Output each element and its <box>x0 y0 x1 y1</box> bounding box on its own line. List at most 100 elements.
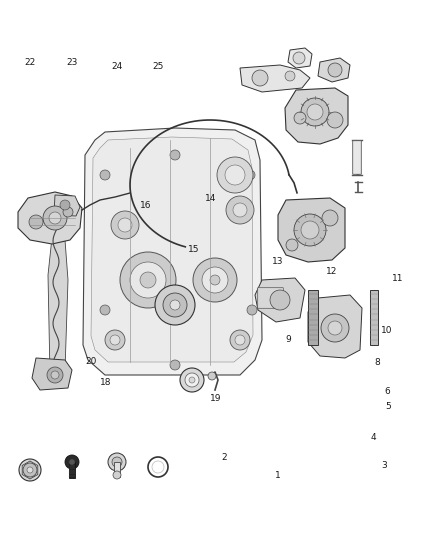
Circle shape <box>29 215 43 229</box>
Circle shape <box>225 165 245 185</box>
Circle shape <box>100 305 110 315</box>
Circle shape <box>23 463 37 477</box>
Text: 12: 12 <box>326 268 337 276</box>
Text: 1: 1 <box>275 472 280 480</box>
Bar <box>69 462 75 478</box>
Circle shape <box>43 206 67 230</box>
Text: 16: 16 <box>140 201 152 209</box>
Text: 18: 18 <box>100 378 111 387</box>
Circle shape <box>235 335 245 345</box>
Text: 8: 8 <box>374 358 380 367</box>
Circle shape <box>19 459 41 481</box>
Circle shape <box>245 170 255 180</box>
Polygon shape <box>288 48 312 68</box>
Circle shape <box>217 157 253 193</box>
Circle shape <box>51 371 59 379</box>
Circle shape <box>301 98 329 126</box>
Text: 6: 6 <box>385 387 390 396</box>
Circle shape <box>111 211 139 239</box>
Circle shape <box>113 471 121 479</box>
FancyBboxPatch shape <box>162 292 188 319</box>
Polygon shape <box>240 65 310 92</box>
Circle shape <box>293 52 305 64</box>
Circle shape <box>65 455 79 469</box>
Circle shape <box>226 196 254 224</box>
Bar <box>370 290 378 345</box>
Circle shape <box>233 203 247 217</box>
Bar <box>114 462 120 477</box>
Text: 11: 11 <box>392 274 403 282</box>
Circle shape <box>155 285 195 325</box>
Circle shape <box>321 314 349 342</box>
Text: 20: 20 <box>85 357 97 366</box>
Circle shape <box>130 262 166 298</box>
Polygon shape <box>83 128 262 375</box>
Circle shape <box>294 112 306 124</box>
Circle shape <box>322 210 338 226</box>
Text: 19: 19 <box>210 394 222 403</box>
Text: 2: 2 <box>221 453 227 462</box>
Circle shape <box>110 335 120 345</box>
Circle shape <box>163 293 187 317</box>
Text: 10: 10 <box>381 326 392 335</box>
Circle shape <box>185 373 199 387</box>
Polygon shape <box>308 295 362 358</box>
Bar <box>308 290 318 345</box>
Circle shape <box>202 267 228 293</box>
Circle shape <box>100 170 110 180</box>
Text: 3: 3 <box>381 461 387 470</box>
Polygon shape <box>318 58 350 82</box>
Circle shape <box>328 63 342 77</box>
Circle shape <box>286 239 298 251</box>
Circle shape <box>108 453 126 471</box>
Circle shape <box>140 272 156 288</box>
Text: 15: 15 <box>188 245 200 254</box>
Circle shape <box>105 330 125 350</box>
Text: 13: 13 <box>272 257 283 265</box>
Circle shape <box>148 457 168 477</box>
Circle shape <box>118 218 132 232</box>
Text: 4: 4 <box>370 433 376 441</box>
Circle shape <box>327 112 343 128</box>
Circle shape <box>285 71 295 81</box>
Circle shape <box>270 290 290 310</box>
Circle shape <box>247 305 257 315</box>
Circle shape <box>152 461 164 473</box>
Circle shape <box>180 368 204 392</box>
Text: 23: 23 <box>67 59 78 67</box>
Text: 22: 22 <box>24 59 35 67</box>
Circle shape <box>47 367 63 383</box>
Circle shape <box>120 252 176 308</box>
Circle shape <box>112 457 122 467</box>
Circle shape <box>170 300 180 310</box>
Circle shape <box>63 207 73 217</box>
Polygon shape <box>32 358 72 390</box>
Circle shape <box>208 372 216 380</box>
Circle shape <box>170 150 180 160</box>
Polygon shape <box>278 198 345 262</box>
Circle shape <box>252 70 268 86</box>
FancyBboxPatch shape <box>258 288 283 308</box>
Polygon shape <box>48 200 68 378</box>
Circle shape <box>230 330 250 350</box>
Circle shape <box>189 377 195 383</box>
Circle shape <box>210 275 220 285</box>
Polygon shape <box>285 88 348 144</box>
Circle shape <box>69 459 75 465</box>
Text: 24: 24 <box>112 62 123 70</box>
Circle shape <box>27 467 33 473</box>
FancyBboxPatch shape <box>353 141 361 174</box>
Circle shape <box>60 200 70 210</box>
Circle shape <box>170 360 180 370</box>
Circle shape <box>307 104 323 120</box>
Polygon shape <box>54 195 80 216</box>
Circle shape <box>49 212 61 224</box>
Text: 5: 5 <box>385 402 391 410</box>
Circle shape <box>294 214 326 246</box>
Polygon shape <box>18 192 82 244</box>
Circle shape <box>301 221 319 239</box>
Polygon shape <box>255 278 305 322</box>
Polygon shape <box>91 137 253 362</box>
Circle shape <box>328 321 342 335</box>
Text: 14: 14 <box>205 194 216 203</box>
